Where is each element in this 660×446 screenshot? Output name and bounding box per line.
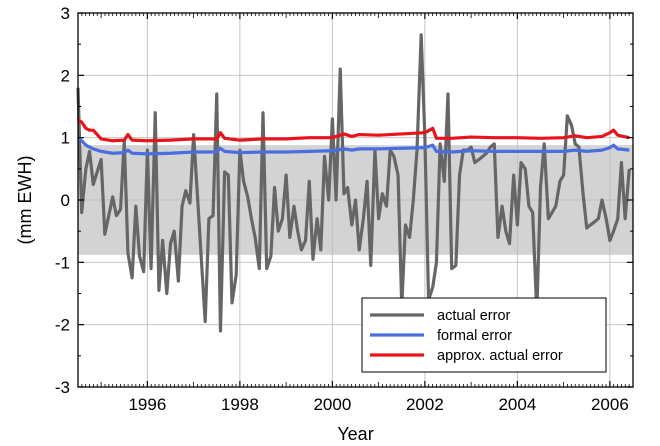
legend: actual error formal error approx. actual e… xyxy=(361,297,607,373)
y-tick-label: -1 xyxy=(55,253,70,272)
x-tick-label: 2006 xyxy=(591,395,629,414)
x-tick-label: 2004 xyxy=(498,395,536,414)
y-tick-label: 1 xyxy=(61,129,70,148)
series-line-actual-error xyxy=(76,33,631,333)
series-layer xyxy=(76,33,631,333)
x-tick-label: 2002 xyxy=(406,395,444,414)
y-tick-label: 0 xyxy=(61,191,70,210)
x-tick-label: 2000 xyxy=(313,395,351,414)
y-tick-label: 3 xyxy=(61,4,70,23)
y-axis-label: (mm EWH) xyxy=(15,156,35,245)
legend-entry-label: actual error xyxy=(437,308,511,324)
legend-entry-label: approx. actual error xyxy=(437,348,563,364)
x-axis-label: Year xyxy=(337,424,373,444)
legend-entry-label: formal error xyxy=(437,328,512,344)
y-tick-label: 2 xyxy=(61,66,70,85)
x-tick-label: 1996 xyxy=(128,395,166,414)
axis-ticks: -3 -2 -1 0 1 2 3 1996 1998 2000 2002 2004 2006 xyxy=(55,4,634,414)
x-tick-label: 1998 xyxy=(221,395,259,414)
series-line-approx-actual-error xyxy=(77,118,630,143)
y-tick-label: -3 xyxy=(55,378,70,397)
series-line-formal-error xyxy=(76,136,630,156)
y-tick-label: -2 xyxy=(55,316,70,335)
